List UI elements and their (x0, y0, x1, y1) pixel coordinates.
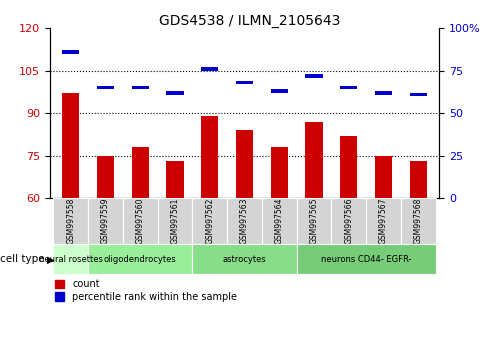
Text: GSM997568: GSM997568 (414, 198, 423, 245)
Bar (296, 244, 436, 274)
Bar (340, 86, 357, 90)
Bar (236, 130, 253, 198)
Bar (270, 147, 288, 198)
Text: GSM997558: GSM997558 (66, 198, 75, 245)
Bar (158, 198, 193, 244)
Text: oligodendrocytes: oligodendrocytes (104, 255, 177, 264)
Text: GSM997566: GSM997566 (344, 198, 353, 245)
Bar (305, 74, 323, 78)
Legend: count, percentile rank within the sample: count, percentile rank within the sample (55, 279, 237, 302)
Text: astrocytes: astrocytes (223, 255, 266, 264)
Bar (166, 161, 184, 198)
Bar (132, 86, 149, 90)
Bar (410, 93, 427, 96)
Text: GSM997564: GSM997564 (275, 198, 284, 245)
Text: ▶: ▶ (47, 254, 55, 264)
Bar (193, 198, 227, 244)
Bar (331, 198, 366, 244)
Bar (97, 86, 114, 90)
Bar (123, 198, 158, 244)
Text: GSM997560: GSM997560 (136, 198, 145, 245)
Text: GSM997563: GSM997563 (240, 198, 249, 245)
Bar (193, 244, 296, 274)
Bar (296, 198, 331, 244)
Bar (227, 198, 262, 244)
Bar (410, 161, 427, 198)
Text: GSM997565: GSM997565 (309, 198, 318, 245)
Bar (62, 50, 79, 54)
Bar (375, 156, 392, 198)
Text: GSM997561: GSM997561 (171, 198, 180, 245)
Bar (366, 198, 401, 244)
Text: GSM997562: GSM997562 (205, 198, 214, 245)
Bar (53, 198, 88, 244)
Bar (166, 91, 184, 95)
Bar (236, 81, 253, 84)
Bar (97, 156, 114, 198)
Text: GSM997559: GSM997559 (101, 198, 110, 245)
Text: neural rosettes: neural rosettes (39, 255, 103, 264)
Bar (340, 136, 357, 198)
Text: cell type: cell type (0, 254, 45, 264)
Bar (88, 244, 193, 274)
Bar (262, 198, 296, 244)
Bar (62, 93, 79, 198)
Bar (201, 116, 219, 198)
Bar (201, 67, 219, 71)
Bar (375, 91, 392, 95)
Bar (53, 244, 88, 274)
Text: neurons CD44- EGFR-: neurons CD44- EGFR- (321, 255, 411, 264)
Bar (132, 147, 149, 198)
Bar (88, 198, 123, 244)
Bar (270, 90, 288, 93)
Bar (305, 122, 323, 198)
Bar (401, 198, 436, 244)
Text: GDS4538 / ILMN_2105643: GDS4538 / ILMN_2105643 (159, 14, 340, 28)
Text: GSM997567: GSM997567 (379, 198, 388, 245)
